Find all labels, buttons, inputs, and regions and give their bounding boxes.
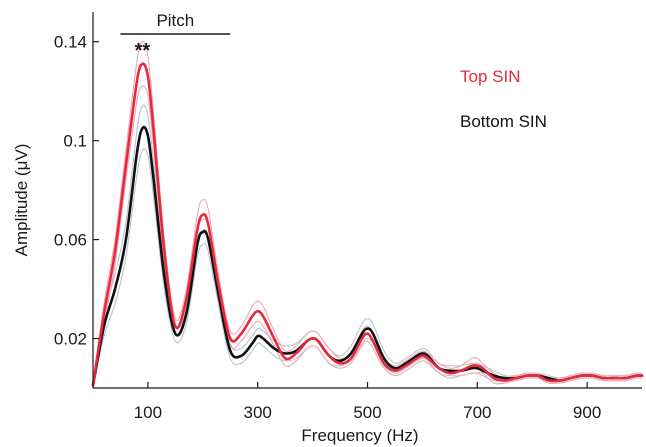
- y-tick-label-0.06: 0.06: [54, 231, 87, 250]
- significance-stars: **: [135, 40, 151, 62]
- y-tick-label-0.02: 0.02: [54, 330, 87, 349]
- bottom-sin-band-lower: [92, 148, 643, 389]
- confidence-bands: [92, 41, 643, 389]
- x-tick-label-100: 100: [134, 403, 162, 422]
- top-sin-band-lower: [92, 85, 643, 389]
- x-axis-title: Frequency (Hz): [301, 426, 418, 445]
- pitch-label: Pitch: [156, 11, 194, 30]
- y-axis-title: Amplitude (μV): [12, 144, 31, 257]
- top-sin-line: [91, 62, 644, 387]
- legend-bottom-sin: Bottom SIN: [460, 112, 547, 131]
- y-tick-label-0.14: 0.14: [54, 33, 87, 52]
- x-tick-label-500: 500: [353, 403, 381, 422]
- series-lines: [91, 62, 644, 387]
- pitch-bracket: Pitch **: [120, 11, 231, 62]
- x-tick-label-700: 700: [463, 403, 491, 422]
- axis-ticks: 100 300 500 700 900 0.02 0.06 0.1 0.14: [54, 33, 601, 422]
- y-tick-label-0.1: 0.1: [63, 132, 87, 151]
- legend-top-sin: Top SIN: [460, 67, 520, 86]
- x-tick-label-300: 300: [244, 403, 272, 422]
- x-tick-label-900: 900: [573, 403, 601, 422]
- bottom-sin-line: [91, 125, 644, 387]
